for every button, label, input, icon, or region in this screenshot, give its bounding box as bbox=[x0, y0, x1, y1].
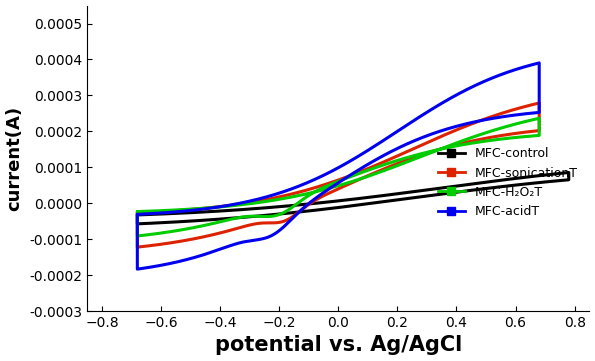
Legend: MFC-control, MFC-sonicationT, MFC-H₂O₂T, MFC-acidT: MFC-control, MFC-sonicationT, MFC-H₂O₂T,… bbox=[433, 142, 583, 223]
X-axis label: potential vs. Ag/AgCl: potential vs. Ag/AgCl bbox=[215, 335, 462, 356]
Y-axis label: current(A): current(A) bbox=[5, 106, 24, 211]
